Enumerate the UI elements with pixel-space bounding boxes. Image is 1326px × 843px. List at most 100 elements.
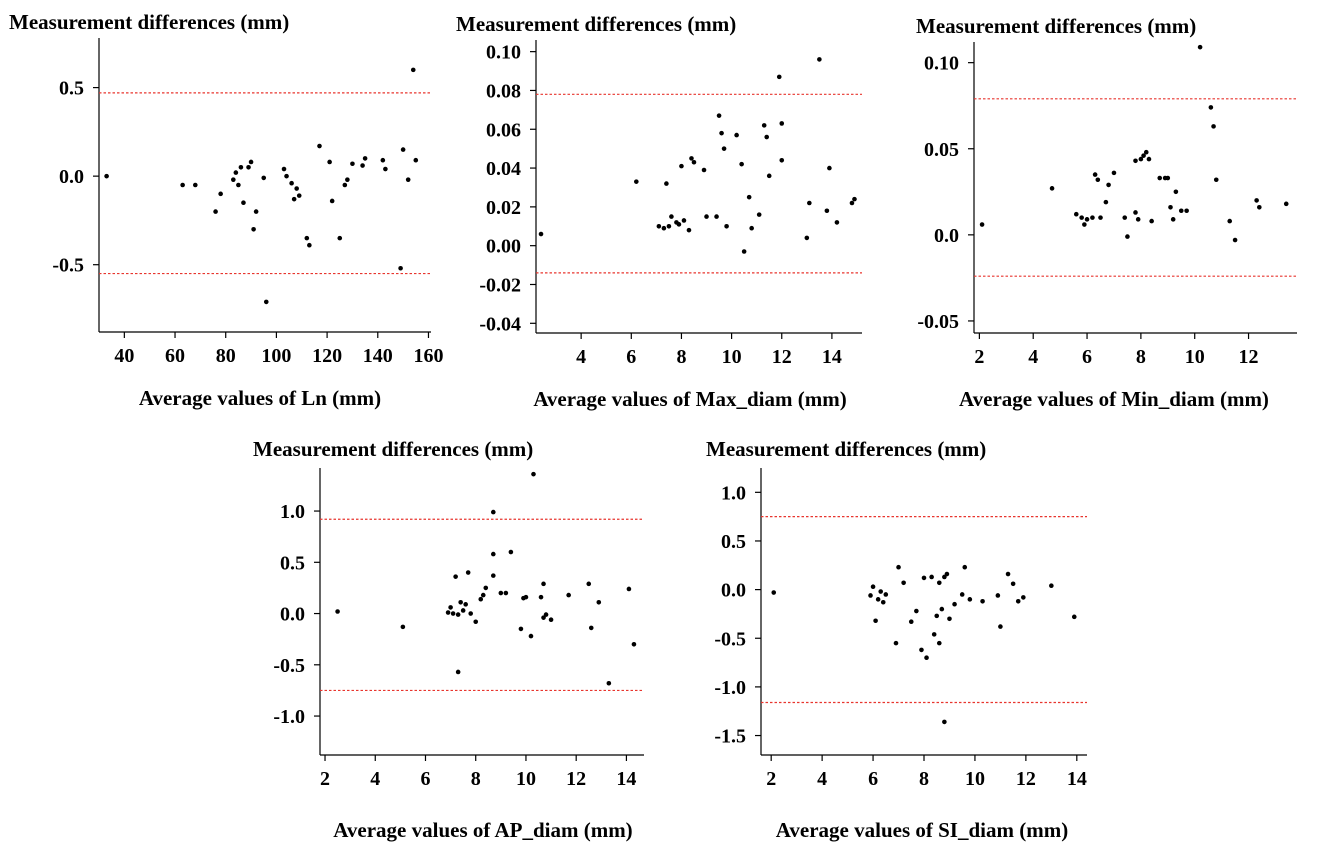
data-point <box>478 596 484 602</box>
data-point <box>1015 598 1021 604</box>
data-point <box>1257 205 1262 210</box>
y-tick-label: -1.5 <box>714 726 746 748</box>
panel-max-diam-xlabel: Average values of Max_diam (mm) <box>533 387 846 411</box>
data-point <box>1133 158 1138 164</box>
data-point <box>483 585 489 591</box>
data-point <box>921 575 927 581</box>
x-tick-label: 12 <box>1239 346 1259 368</box>
data-point <box>1283 201 1289 207</box>
x-tick-label: 120 <box>312 345 342 367</box>
x-tick-label: 2 <box>320 768 330 790</box>
data-point <box>924 655 929 661</box>
data-point <box>766 173 772 179</box>
data-point <box>291 196 297 202</box>
data-point <box>980 598 985 604</box>
data-point <box>1232 237 1238 243</box>
data-point <box>779 158 785 163</box>
data-point <box>445 610 451 615</box>
data-point <box>764 134 770 140</box>
data-point <box>1141 153 1146 158</box>
data-point <box>931 632 937 637</box>
panel-ap-diam-title: Measurement differences (mm) <box>253 437 533 461</box>
data-point <box>704 214 709 219</box>
data-point <box>398 265 403 271</box>
x-tick-label: 60 <box>165 345 185 367</box>
x-tick-label: 8 <box>919 768 929 790</box>
panel-max-diam-title: Measurement differences (mm) <box>456 12 736 36</box>
x-tick-label: 6 <box>420 768 430 790</box>
data-point <box>1071 614 1077 620</box>
data-point <box>251 226 256 232</box>
data-point <box>1227 218 1233 224</box>
data-point <box>263 299 269 305</box>
y-tick-label: -0.5 <box>52 255 84 277</box>
data-point <box>233 170 239 175</box>
y-tick-label: 0.08 <box>486 80 521 102</box>
data-point <box>468 611 473 616</box>
x-tick-label: 10 <box>516 768 536 790</box>
data-point <box>541 615 546 620</box>
data-point <box>1106 182 1111 188</box>
x-tick-label: 160 <box>413 345 443 367</box>
panel-min-diam-title: Measurement differences (mm) <box>916 14 1196 38</box>
data-point <box>606 680 612 686</box>
y-tick-label: 0.02 <box>486 197 521 219</box>
data-point <box>345 177 350 182</box>
data-point <box>852 196 857 202</box>
y-tick-label: 0.5 <box>59 78 84 100</box>
x-tick-label: 2 <box>766 768 776 790</box>
x-tick-label: 12 <box>772 346 792 368</box>
data-point <box>914 608 919 614</box>
y-tick-label: 0.00 <box>486 236 521 258</box>
data-point <box>531 471 536 477</box>
x-tick-label: 4 <box>817 768 827 790</box>
data-point <box>679 163 684 169</box>
data-point <box>626 586 632 592</box>
data-point <box>1122 215 1128 220</box>
data-point <box>666 223 672 229</box>
data-point <box>538 231 544 237</box>
data-point <box>294 186 299 191</box>
data-point <box>936 580 942 586</box>
x-tick-label: 14 <box>1067 768 1087 790</box>
data-point <box>596 599 602 605</box>
data-point <box>1082 222 1087 227</box>
data-point <box>329 198 335 204</box>
panel-min-diam-xlabel: Average values of Min_diam (mm) <box>959 387 1269 411</box>
data-point <box>460 608 466 613</box>
data-point <box>241 200 246 206</box>
data-point <box>246 164 251 170</box>
data-point <box>1170 217 1176 222</box>
data-point <box>518 626 524 632</box>
data-point <box>1090 215 1095 220</box>
y-tick-label: -1.0 <box>273 706 305 728</box>
data-point <box>875 597 881 602</box>
x-tick-label: 4 <box>576 346 586 368</box>
data-point <box>749 225 754 231</box>
data-point <box>455 612 461 617</box>
data-point <box>453 574 458 579</box>
x-tick-label: 100 <box>261 345 291 367</box>
x-tick-label: 14 <box>616 768 636 790</box>
data-point <box>193 182 198 188</box>
data-point <box>883 592 889 597</box>
data-point <box>1135 217 1141 222</box>
data-point <box>689 156 694 161</box>
data-point <box>1146 156 1152 162</box>
data-point <box>1049 583 1054 589</box>
data-point <box>967 597 973 602</box>
data-point <box>231 177 236 182</box>
data-point <box>473 619 479 625</box>
data-point <box>541 581 546 587</box>
data-point <box>998 624 1003 629</box>
data-point <box>538 594 544 600</box>
data-point <box>824 208 830 214</box>
data-point <box>528 633 534 639</box>
data-point <box>934 613 940 619</box>
data-point <box>238 164 244 170</box>
data-point <box>756 212 762 217</box>
x-tick-label: 4 <box>1028 346 1038 368</box>
data-point <box>1005 571 1011 577</box>
data-point <box>1092 172 1098 177</box>
data-point <box>458 599 463 605</box>
